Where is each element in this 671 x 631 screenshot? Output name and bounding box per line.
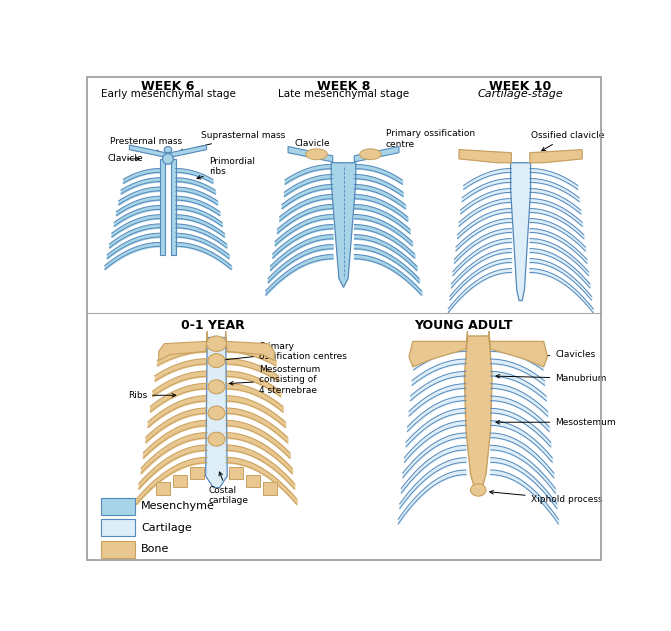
Polygon shape bbox=[130, 145, 166, 157]
Text: Bone: Bone bbox=[141, 545, 169, 554]
Polygon shape bbox=[206, 338, 227, 488]
Polygon shape bbox=[354, 146, 399, 162]
Text: Primary
ossification centres: Primary ossification centres bbox=[220, 341, 347, 362]
Bar bbox=[101, 519, 135, 536]
Text: Clavicle: Clavicle bbox=[107, 155, 143, 163]
Polygon shape bbox=[191, 467, 204, 479]
Polygon shape bbox=[246, 475, 260, 487]
Text: 0-1 YEAR: 0-1 YEAR bbox=[180, 319, 244, 332]
Ellipse shape bbox=[164, 146, 172, 153]
Polygon shape bbox=[288, 146, 333, 162]
Ellipse shape bbox=[360, 149, 381, 160]
Bar bbox=[101, 498, 135, 515]
Ellipse shape bbox=[208, 354, 225, 367]
Text: Xiphold process: Xiphold process bbox=[490, 490, 603, 504]
Text: Cartilage-stage: Cartilage-stage bbox=[478, 89, 564, 99]
Ellipse shape bbox=[208, 406, 225, 420]
Text: Presternal mass: Presternal mass bbox=[110, 137, 183, 156]
Text: WEEK 6: WEEK 6 bbox=[142, 80, 195, 93]
Text: YOUNG ADULT: YOUNG ADULT bbox=[413, 319, 512, 332]
Text: Ossified clavicle: Ossified clavicle bbox=[531, 131, 604, 151]
Polygon shape bbox=[511, 163, 531, 300]
Polygon shape bbox=[262, 482, 276, 495]
Polygon shape bbox=[530, 150, 582, 163]
Text: Cartilage: Cartilage bbox=[141, 522, 192, 533]
Ellipse shape bbox=[207, 336, 226, 351]
Text: Costal
cartilage: Costal cartilage bbox=[209, 472, 249, 505]
Text: Mesosternum
consisting of
4 sternebrae: Mesosternum consisting of 4 sternebrae bbox=[229, 365, 320, 395]
Text: Primary ossification
centre: Primary ossification centre bbox=[374, 129, 475, 154]
Polygon shape bbox=[409, 331, 468, 367]
Polygon shape bbox=[225, 331, 274, 361]
Text: Ribs: Ribs bbox=[128, 391, 176, 400]
Polygon shape bbox=[159, 331, 207, 361]
Text: Clavicle: Clavicle bbox=[295, 139, 331, 154]
Polygon shape bbox=[489, 331, 548, 367]
Polygon shape bbox=[331, 163, 356, 288]
Polygon shape bbox=[173, 475, 187, 487]
Text: WEEK 10: WEEK 10 bbox=[489, 80, 552, 93]
Ellipse shape bbox=[208, 432, 225, 446]
Text: Early mesenchymal stage: Early mesenchymal stage bbox=[101, 89, 236, 99]
Text: Primordial
ribs: Primordial ribs bbox=[197, 157, 255, 179]
Text: WEEK 8: WEEK 8 bbox=[317, 80, 370, 93]
Polygon shape bbox=[229, 467, 243, 479]
Text: Manubrium: Manubrium bbox=[496, 374, 607, 383]
Text: Clavicles: Clavicles bbox=[525, 350, 595, 359]
Polygon shape bbox=[171, 159, 176, 255]
Polygon shape bbox=[170, 145, 207, 157]
Polygon shape bbox=[160, 159, 165, 255]
Polygon shape bbox=[156, 482, 170, 495]
Text: Mesostemum: Mesostemum bbox=[496, 418, 616, 427]
Bar bbox=[101, 541, 135, 558]
Ellipse shape bbox=[208, 380, 225, 394]
Ellipse shape bbox=[306, 149, 327, 160]
Ellipse shape bbox=[162, 153, 173, 164]
Ellipse shape bbox=[470, 484, 486, 496]
Text: Mesenchyme: Mesenchyme bbox=[141, 501, 215, 511]
Polygon shape bbox=[459, 150, 511, 163]
Text: Late mesenchymal stage: Late mesenchymal stage bbox=[278, 89, 409, 99]
Polygon shape bbox=[464, 336, 492, 488]
Text: Suprasternal mass: Suprasternal mass bbox=[179, 131, 285, 153]
